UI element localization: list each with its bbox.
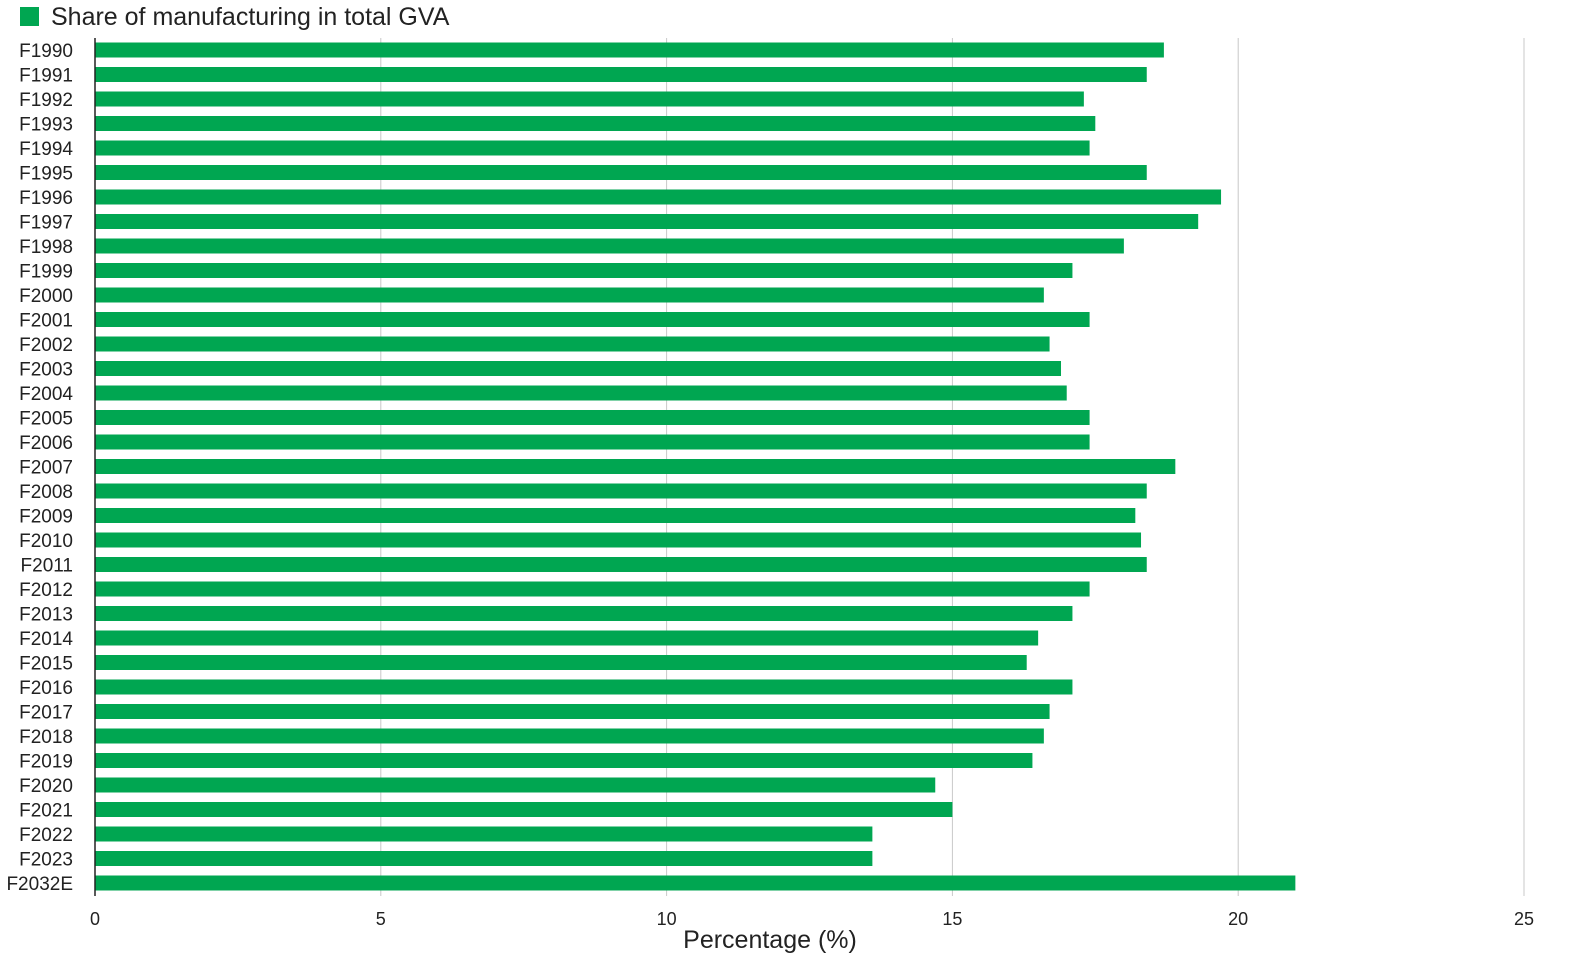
legend-label: Share of manufacturing in total GVA bbox=[51, 3, 450, 31]
x-tick-label: 5 bbox=[376, 909, 386, 929]
bar-f2013 bbox=[95, 606, 1073, 621]
category-label: F1998 bbox=[19, 237, 73, 258]
bar-f2018 bbox=[95, 728, 1044, 744]
category-label: F2032E bbox=[6, 874, 73, 895]
bar-f2032e bbox=[95, 875, 1296, 891]
x-tick-labels: 0 5 10 15 20 25 bbox=[90, 909, 1534, 929]
category-label: F2010 bbox=[19, 531, 73, 552]
bar-f1993 bbox=[95, 116, 1096, 131]
bar-f2002 bbox=[95, 336, 1050, 352]
category-label: F2014 bbox=[19, 629, 73, 650]
x-tick-label: 25 bbox=[1514, 909, 1534, 929]
bar-f2009 bbox=[95, 508, 1136, 523]
category-label: F2006 bbox=[19, 433, 73, 454]
bar-f2006 bbox=[95, 434, 1090, 450]
bar-f1991 bbox=[95, 67, 1147, 82]
category-label: F1997 bbox=[19, 213, 73, 234]
bar-f2017 bbox=[95, 704, 1050, 719]
category-label: F1992 bbox=[19, 90, 73, 111]
bar-f1999 bbox=[95, 263, 1073, 278]
bar-f1990 bbox=[95, 42, 1164, 58]
category-label: F2005 bbox=[19, 409, 73, 430]
bar-f2014 bbox=[95, 630, 1039, 646]
category-labels: F1990 F1991 F1992 F1993 F1994 F1995 F1996 F1997… bbox=[6, 41, 73, 895]
category-label: F2003 bbox=[19, 360, 73, 381]
x-tick-label: 15 bbox=[942, 909, 962, 929]
x-axis-title: Percentage (%) bbox=[683, 926, 857, 954]
category-label: F2021 bbox=[19, 801, 73, 822]
category-label: F1993 bbox=[19, 115, 73, 136]
bar-f1992 bbox=[95, 91, 1084, 107]
category-label: F1990 bbox=[19, 41, 73, 62]
category-label: F2008 bbox=[19, 482, 73, 503]
bar-f2011 bbox=[95, 557, 1147, 572]
bar-f2020 bbox=[95, 777, 936, 793]
category-label: F1994 bbox=[19, 139, 73, 160]
bar-f1996 bbox=[95, 189, 1222, 205]
category-label: F2012 bbox=[19, 580, 73, 601]
bar-f2008 bbox=[95, 483, 1147, 499]
category-label: F2013 bbox=[19, 605, 73, 626]
category-label: F1996 bbox=[19, 188, 73, 209]
category-label: F2007 bbox=[19, 458, 73, 479]
legend-swatch bbox=[20, 7, 39, 26]
category-label: F2023 bbox=[19, 850, 73, 871]
bar-f2000 bbox=[95, 287, 1044, 303]
bar-f2003 bbox=[95, 361, 1062, 376]
category-label: F2000 bbox=[19, 286, 73, 307]
bar-f1995 bbox=[95, 165, 1147, 180]
category-label: F2020 bbox=[19, 776, 73, 797]
bar-f2016 bbox=[95, 679, 1073, 695]
bar-f2015 bbox=[95, 655, 1027, 670]
category-label: F2022 bbox=[19, 825, 73, 846]
bar-f2022 bbox=[95, 826, 873, 842]
bar-f2007 bbox=[95, 459, 1176, 474]
bar-f2001 bbox=[95, 312, 1090, 327]
category-label: F2009 bbox=[19, 507, 73, 528]
bar-f1994 bbox=[95, 140, 1090, 156]
chart-legend: Share of manufacturing in total GVA bbox=[20, 3, 450, 31]
bar-f1997 bbox=[95, 214, 1199, 229]
bars bbox=[95, 42, 1296, 891]
category-label: F2001 bbox=[19, 311, 73, 332]
category-label: F2004 bbox=[19, 384, 73, 405]
bar-f2005 bbox=[95, 410, 1090, 425]
category-label: F2015 bbox=[19, 654, 73, 675]
category-label: F1999 bbox=[19, 262, 73, 283]
bar-f2023 bbox=[95, 851, 873, 866]
category-label: F2011 bbox=[21, 556, 73, 577]
category-label: F2019 bbox=[19, 752, 73, 773]
category-label: F1995 bbox=[19, 164, 73, 185]
category-label: F2002 bbox=[19, 335, 73, 356]
x-tick-label: 0 bbox=[90, 909, 100, 929]
bar-f2019 bbox=[95, 753, 1033, 768]
bar-f2012 bbox=[95, 581, 1090, 597]
x-tick-label: 20 bbox=[1228, 909, 1248, 929]
bar-f2010 bbox=[95, 532, 1142, 548]
category-label: F2016 bbox=[19, 678, 73, 699]
bar-f2004 bbox=[95, 385, 1067, 401]
category-label: F2017 bbox=[19, 703, 73, 724]
category-label: F1991 bbox=[19, 66, 73, 87]
category-label: F2018 bbox=[19, 727, 73, 748]
bar-f2021 bbox=[95, 802, 953, 817]
bar-f1998 bbox=[95, 238, 1124, 254]
x-tick-label: 10 bbox=[657, 909, 677, 929]
